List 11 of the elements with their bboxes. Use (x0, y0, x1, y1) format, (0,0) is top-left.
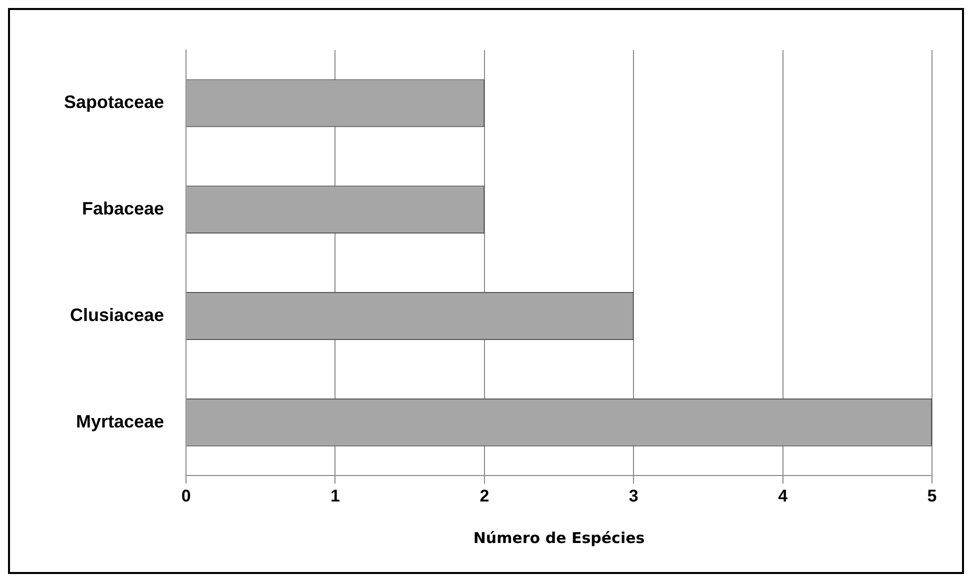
x-tick-label: 3 (628, 486, 638, 506)
x-axis-title: Número de Espécies (473, 528, 645, 547)
x-tick-label: 4 (778, 486, 788, 506)
y-tick-label: Fabaceae (82, 198, 164, 219)
x-tick-label: 2 (480, 486, 490, 506)
x-tick-label: 0 (181, 486, 191, 506)
y-tick-label: Sapotaceae (64, 92, 164, 112)
x-tick-label: 5 (927, 486, 937, 506)
y-tick-label: Clusiaceae (70, 304, 164, 325)
x-tick-label: 1 (330, 486, 340, 506)
y-tick-label: Myrtaceae (76, 411, 164, 432)
